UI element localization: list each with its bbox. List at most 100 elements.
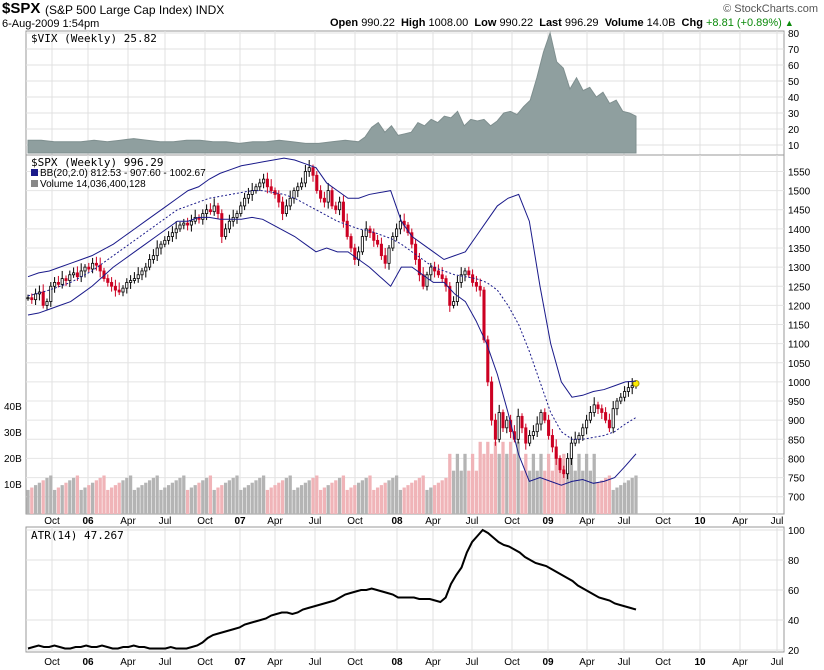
candle: [129, 280, 133, 283]
candle: [429, 266, 433, 276]
candle: [391, 236, 395, 249]
volume-bar: [520, 470, 524, 514]
candle: [558, 458, 562, 471]
volume-bar: [337, 477, 342, 514]
candle: [151, 255, 155, 260]
candle: [531, 431, 535, 436]
volume-legend-swatch: [31, 180, 38, 187]
volume-bar: [573, 470, 577, 514]
candle: [410, 232, 414, 245]
volume-bar: [550, 470, 555, 514]
volume-bar: [539, 453, 543, 514]
volume-bar: [284, 477, 289, 514]
volume-bar: [474, 470, 479, 514]
volume-bar: [592, 453, 596, 514]
candle: [132, 278, 136, 281]
exchange-label: INDX: [195, 3, 225, 17]
candle: [543, 412, 547, 421]
spx-ytick: 1000: [788, 378, 811, 389]
candle: [106, 278, 110, 283]
candle: [596, 404, 600, 410]
candle: [600, 408, 604, 413]
volume-ytick: 40B: [4, 402, 22, 413]
candle: [417, 259, 421, 276]
spx-ytick: 700: [788, 493, 805, 504]
volume-bar: [136, 487, 140, 514]
volume-bar: [220, 485, 224, 514]
candle: [444, 278, 448, 287]
last-label: Last: [539, 17, 562, 29]
candle: [535, 423, 539, 433]
ticker-symbol: $SPX: [2, 0, 41, 17]
candle: [353, 247, 357, 260]
spx-ytick: 850: [788, 435, 805, 446]
volume-ytick: 30B: [4, 428, 22, 439]
volume-bar: [630, 477, 634, 514]
candle: [250, 190, 254, 195]
volume-bar: [581, 470, 585, 514]
spx-ytick: 950: [788, 397, 805, 408]
volume-bar: [413, 480, 418, 514]
volume-bar: [478, 441, 482, 514]
spx-ytick: 1350: [788, 244, 811, 255]
candle: [243, 197, 247, 207]
candle: [398, 220, 402, 230]
quote-bar: Open 990.22 High 1008.00 Low 990.22 Last…: [330, 17, 794, 29]
vix-panel: $VIX (Weekly) 25.82 10 20 30 40 50 60 70 80: [25, 29, 800, 156]
candle: [64, 278, 68, 281]
candle: [91, 262, 95, 270]
candle: [307, 167, 311, 172]
low-value: 990.22: [499, 17, 534, 29]
candle: [592, 404, 596, 413]
candle: [550, 435, 554, 448]
candle: [505, 419, 509, 429]
x-tick-label: Apr: [579, 657, 595, 668]
candle: [501, 412, 505, 429]
candle: [490, 381, 494, 421]
candle: [619, 396, 623, 402]
volume-bar: [353, 485, 357, 514]
bb-mid-line: [27, 190, 637, 440]
spx-ytick: 1150: [788, 321, 810, 332]
volume-bar: [501, 441, 505, 514]
volume-bar: [79, 489, 83, 514]
candle: [281, 201, 285, 214]
candle: [421, 274, 425, 287]
volume-bar: [505, 453, 509, 514]
candle: [436, 270, 440, 276]
candle: [326, 190, 330, 203]
volume-bar: [49, 475, 53, 514]
candle: [623, 391, 627, 398]
volume-bar: [102, 475, 106, 514]
x-tick-label: 07: [234, 516, 246, 527]
volume-bar: [254, 480, 258, 514]
volume-bar: [619, 485, 623, 514]
volume-bar: [463, 453, 467, 514]
volume-bar: [368, 475, 372, 514]
x-tick-label: Oct: [504, 516, 520, 527]
candle: [585, 419, 589, 429]
volume-bar: [250, 482, 254, 514]
x-tick-label: Oct: [197, 516, 213, 527]
candle: [322, 197, 326, 203]
candle: [53, 282, 57, 287]
volume-bar: [140, 485, 144, 514]
candle: [463, 270, 467, 276]
stockcharts-logo[interactable]: © StockCharts.com: [723, 3, 818, 15]
candle: [607, 419, 611, 429]
chg-label: Chg: [681, 17, 703, 29]
volume-bar: [588, 470, 593, 514]
candle: [315, 174, 319, 192]
candle: [626, 387, 630, 392]
vix-ytick: 40: [788, 93, 800, 104]
volume-bar: [277, 482, 281, 514]
volume-bar: [451, 470, 456, 514]
candle: [83, 266, 87, 272]
candle: [630, 385, 634, 389]
candle: [440, 274, 444, 280]
candle: [220, 213, 224, 237]
volume-bar: [239, 489, 243, 514]
spx-ytick: 750: [788, 474, 805, 485]
volume-bar: [596, 482, 600, 514]
